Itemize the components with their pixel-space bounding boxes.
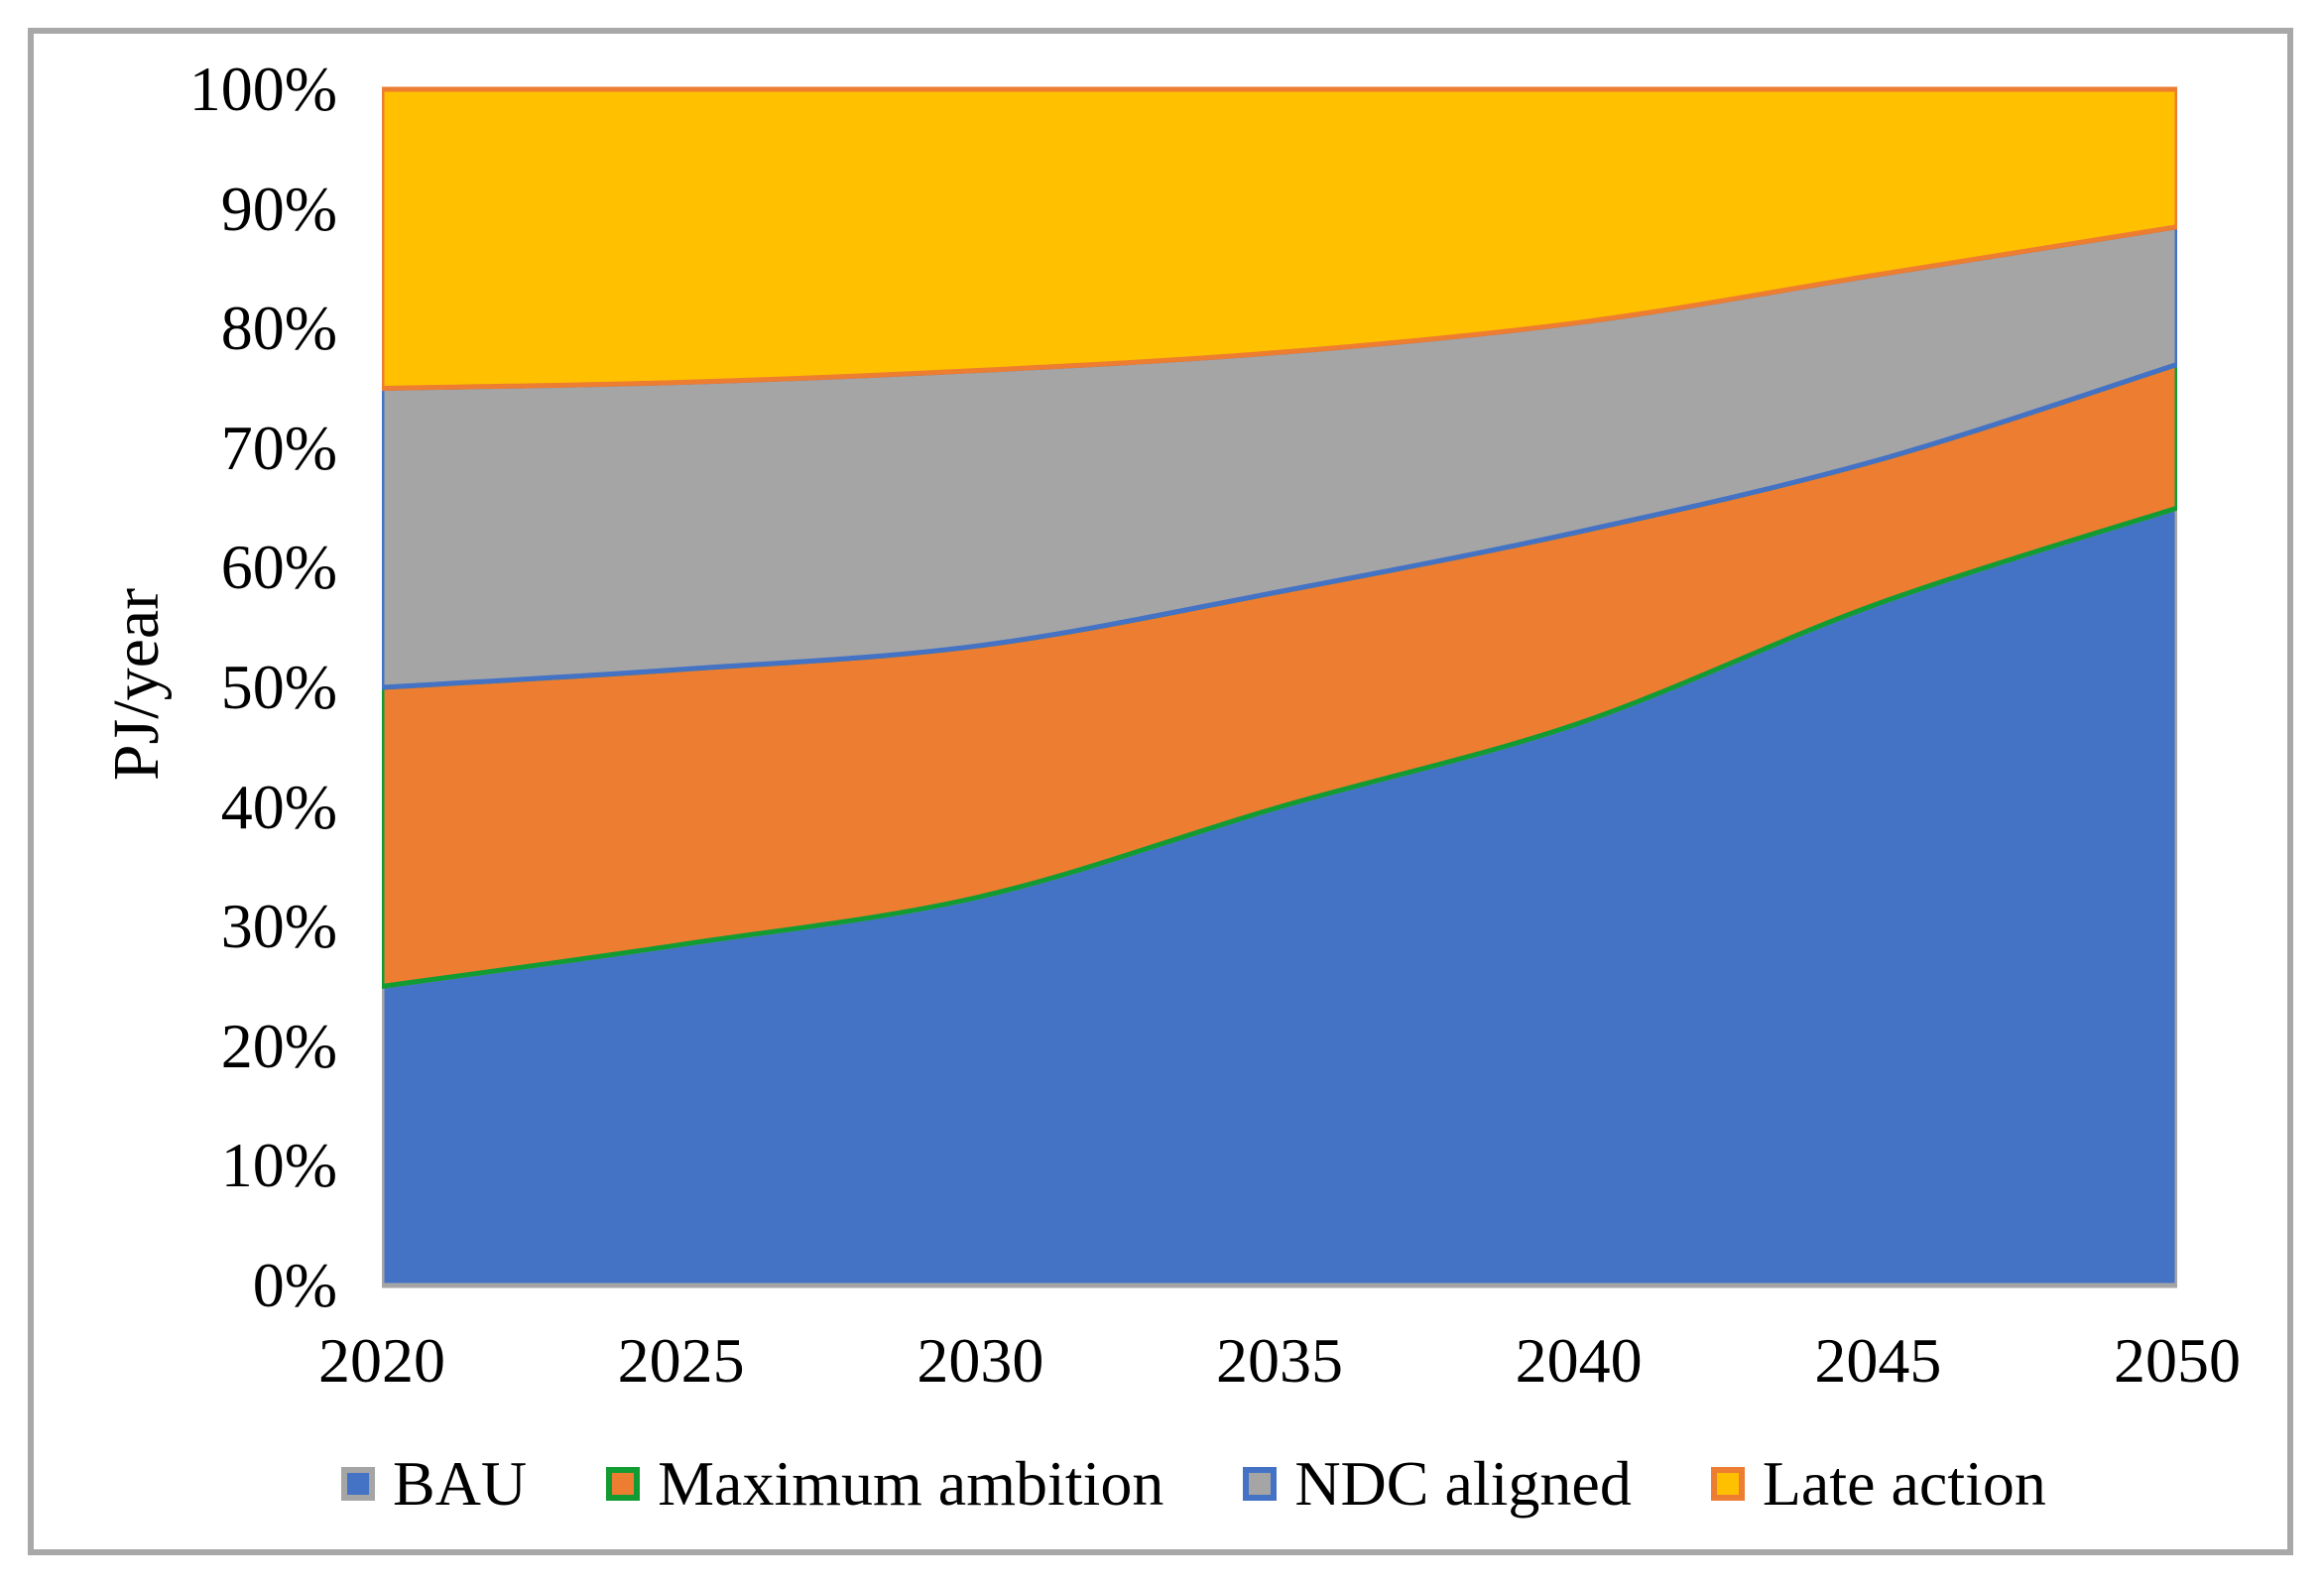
legend-swatch-icon: [606, 1467, 641, 1501]
legend-item-late-action: Late action: [1710, 1446, 2046, 1522]
legend-item-ndc-aligned: NDC aligned: [1243, 1446, 1632, 1522]
y-tick-label: 60%: [220, 532, 337, 603]
x-tick-label: 2020: [318, 1325, 445, 1396]
x-tick-label: 2045: [1814, 1325, 1942, 1396]
legend-label: Maximum ambition: [658, 1448, 1164, 1519]
y-tick-label: 0%: [252, 1250, 337, 1320]
area-late-action: [382, 86, 2177, 391]
y-tick-label: 90%: [220, 173, 337, 244]
y-tick-label: 10%: [220, 1130, 337, 1201]
y-tick-label: 30%: [220, 891, 337, 962]
legend: BAU Maximum ambition NDC aligned Late actio…: [341, 1446, 2046, 1522]
legend-item-maximum-ambition: Maximum ambition: [606, 1446, 1163, 1522]
x-tick-label: 2040: [1515, 1325, 1643, 1396]
legend-label: BAU: [393, 1448, 528, 1519]
legend-swatch-icon: [341, 1467, 375, 1501]
legend-item-bau: BAU: [341, 1446, 527, 1522]
y-tick-label: 20%: [220, 1010, 337, 1081]
y-tick-label: 50%: [220, 652, 337, 722]
legend-label: NDC aligned: [1294, 1448, 1632, 1519]
x-tick-label: 2030: [917, 1325, 1044, 1396]
legend-swatch-icon: [1710, 1467, 1745, 1501]
y-tick-label: 70%: [220, 412, 337, 483]
legend-label: Late action: [1762, 1448, 2046, 1519]
y-tick-label: 100%: [188, 54, 337, 124]
y-tick-label: 40%: [220, 771, 337, 842]
x-tick-label: 2035: [1216, 1325, 1343, 1396]
x-tick-label: 2025: [617, 1325, 745, 1396]
legend-swatch-icon: [1243, 1467, 1278, 1501]
chart-outer-border: [28, 28, 2293, 1555]
x-tick-label: 2050: [2114, 1325, 2241, 1396]
y-tick-label: 80%: [220, 293, 337, 364]
